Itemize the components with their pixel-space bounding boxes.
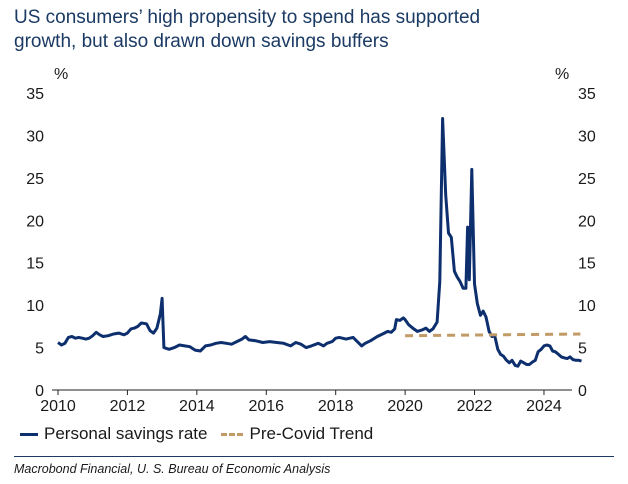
y-tick-label-right: 30 [578, 128, 596, 145]
y-tick-label-left: 20 [26, 213, 44, 230]
y-unit-right: % [555, 66, 569, 83]
x-tick-label: 2010 [40, 398, 76, 415]
legend-item-savings: Personal savings rate [20, 424, 207, 444]
chart-title: US consumers’ high propensity to spend h… [14, 6, 614, 54]
y-tick-label-right: 20 [578, 213, 596, 230]
series-layer [57, 117, 582, 368]
x-tick-label: 2018 [318, 398, 354, 415]
y-tick-label-right: 0 [578, 383, 587, 400]
chart-title-line-1: US consumers’ high propensity to spend h… [14, 7, 481, 28]
y-tick-label-left: 15 [26, 256, 44, 273]
legend-item-trend: Pre-Covid Trend [221, 424, 373, 444]
legend-label-trend: Pre-Covid Trend [249, 424, 374, 443]
y-tick-label-right: 10 [578, 298, 596, 315]
y-tick-label-left: 30 [26, 128, 44, 145]
y-tick-label-left: 10 [26, 298, 44, 315]
y-tick-label-right: 15 [578, 256, 596, 273]
footer-divider [14, 456, 614, 457]
x-tick-label: 2014 [179, 398, 215, 415]
chart-title-line-2: growth, but also drawn down savings buff… [14, 31, 389, 52]
series-line-personal-savings-rate [57, 117, 582, 368]
legend: Personal savings rate Pre-Covid Trend [20, 423, 387, 445]
source-note: Macrobond Financial, U. S. Bureau of Eco… [14, 462, 331, 476]
y-tick-label-right: 35 [578, 86, 596, 103]
legend-label-savings: Personal savings rate [44, 424, 208, 443]
y-tick-label-left: 25 [26, 171, 44, 188]
x-tick-label: 2016 [248, 398, 284, 415]
x-tick-label: 2020 [387, 398, 423, 415]
y-tick-label-left: 35 [26, 86, 44, 103]
x-tick-label: 2022 [457, 398, 493, 415]
x-tick-label: 2012 [110, 398, 146, 415]
legend-swatch-trend [221, 432, 244, 436]
y-tick-label-right: 5 [578, 341, 587, 358]
legend-swatch-savings [20, 432, 38, 436]
x-tick-label: 2024 [526, 398, 562, 415]
y-tick-label-right: 25 [578, 171, 596, 188]
y-tick-label-left: 0 [35, 383, 44, 400]
y-unit-left: % [54, 66, 68, 83]
series-line-pre-covid-trend [405, 332, 581, 338]
y-tick-label-left: 5 [35, 341, 44, 358]
